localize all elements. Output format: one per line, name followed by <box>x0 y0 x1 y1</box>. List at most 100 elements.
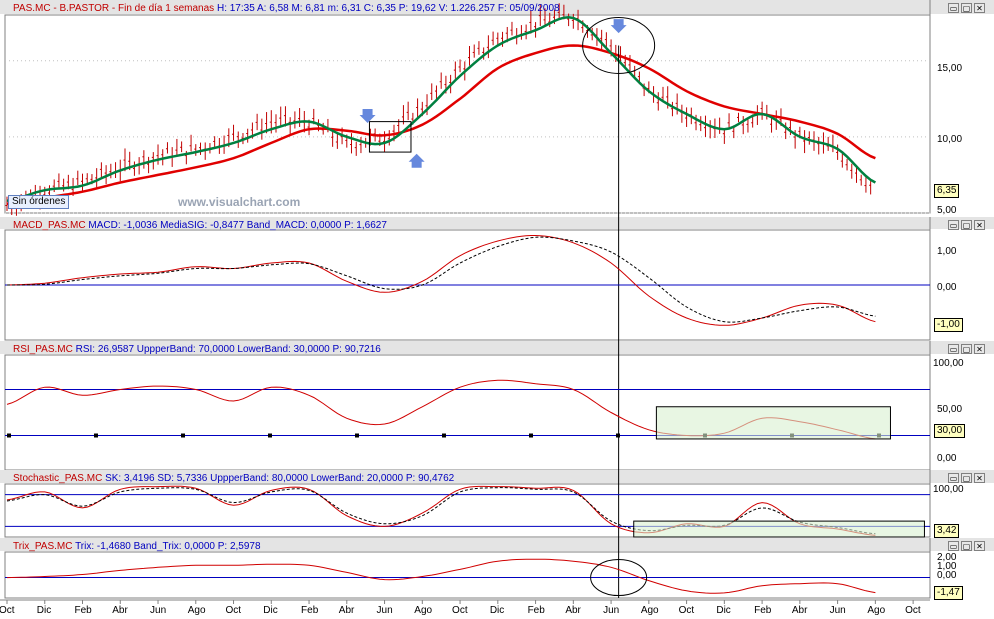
macd-values: MACD: -1,0036 MediaSIG: -0,8477 Band_MAC… <box>88 220 387 231</box>
sell-signal-arrow-icon <box>359 109 376 124</box>
stoch-values: SK: 3,4196 SD: 5,7336 UppperBand: 80,000… <box>105 473 455 484</box>
orders-status-badge[interactable]: Sin órdenes <box>8 195 70 209</box>
x-axis-label: Oct <box>905 605 921 616</box>
x-axis-label: Abr <box>338 605 355 616</box>
x-axis-label: Oct <box>0 605 15 616</box>
close-icon[interactable]: ✕ <box>974 541 985 551</box>
trix-ytick: 2,00 <box>937 552 957 563</box>
stoch-header-strip <box>0 470 994 483</box>
stoch-highlight-box <box>633 520 925 538</box>
x-axis-label: Oct <box>678 605 695 616</box>
rsi-window-controls: ▭ ▢ ✕ <box>948 344 985 354</box>
trix-ytick: 0,00 <box>937 570 957 581</box>
macd-ytick: 1,00 <box>937 246 957 257</box>
x-axis-label: Dic <box>716 605 731 616</box>
macd-macd-line <box>6 235 876 326</box>
x-axis-label: Ago <box>867 605 886 616</box>
stoch-sd-line <box>6 487 876 535</box>
trix-window-controls: ▭ ▢ ✕ <box>948 541 985 551</box>
trix-current-value: -1,47 <box>934 586 963 600</box>
x-axis-label: Oct <box>225 605 242 616</box>
price-title: PAS.MC - B.PASTOR - Fin de día 1 semanas <box>13 3 215 14</box>
x-axis-label: Dic <box>263 605 278 616</box>
x-axis-label: Dic <box>36 605 52 616</box>
close-icon[interactable]: ✕ <box>974 3 985 13</box>
x-axis-label: Feb <box>301 605 319 616</box>
trix-trix-line <box>6 558 876 594</box>
price-current-value: 6,35 <box>934 184 960 198</box>
price-consolidation-box <box>368 121 412 153</box>
x-axis-label: Ago <box>640 605 659 616</box>
macd-title: MACD_PAS.MC <box>13 220 86 231</box>
trix-header-strip <box>0 538 994 551</box>
minimize-icon[interactable]: ▭ <box>948 541 959 551</box>
price-ytick: 10,00 <box>937 134 963 145</box>
maximize-icon[interactable]: ▢ <box>961 541 972 551</box>
minimize-icon[interactable]: ▭ <box>948 344 959 354</box>
x-axis-label: Ago <box>414 605 433 616</box>
close-icon[interactable]: ✕ <box>974 220 985 230</box>
x-axis-label: Jun <box>376 605 393 616</box>
close-icon[interactable]: ✕ <box>974 344 985 354</box>
x-axis-label: Feb <box>754 605 772 616</box>
rsi-band-marker <box>268 433 272 438</box>
minimize-icon[interactable]: ▭ <box>948 473 959 483</box>
x-axis-label: Jun <box>829 605 846 616</box>
maximize-icon[interactable]: ▢ <box>961 473 972 483</box>
price-panel-header: PAS.MC - B.PASTOR - Fin de día 1 semanas… <box>13 3 560 15</box>
rsi-ytick: 100,00 <box>933 358 964 369</box>
minimize-icon[interactable]: ▭ <box>948 220 959 230</box>
stoch-ytick: 100,00 <box>933 484 964 495</box>
rsi-band-marker <box>94 433 98 438</box>
stoch-window-controls: ▭ ▢ ✕ <box>948 473 985 483</box>
x-axis-label: Abr <box>565 605 581 616</box>
price-ytick: 15,00 <box>937 63 963 74</box>
rsi-ytick: 0,00 <box>937 453 957 464</box>
price-ma-fast-line <box>6 16 877 203</box>
sell-signal-arrow-icon <box>610 19 627 34</box>
x-axis-label: Abr <box>112 605 128 616</box>
maximize-icon[interactable]: ▢ <box>961 3 972 13</box>
x-axis-label: Feb <box>74 605 92 616</box>
close-icon[interactable]: ✕ <box>974 473 985 483</box>
trix-title: Trix_PAS.MC <box>13 541 73 552</box>
rsi-band-marker <box>616 433 620 438</box>
stoch-current-value: 3,42 <box>934 524 960 538</box>
rsi-header-strip <box>0 341 994 354</box>
x-axis-label: Oct <box>452 605 468 616</box>
x-axis-label: Jun <box>603 605 620 616</box>
macd-current-value: -1,00 <box>934 318 963 332</box>
price-plot-frame <box>4 14 931 214</box>
x-axis-label: Dic <box>489 605 505 616</box>
macd-header-strip <box>0 217 994 229</box>
x-axis-label: Feb <box>527 605 545 616</box>
rsi-panel-header: RSI_PAS.MC RSI: 26,9587 UppperBand: 70,0… <box>13 344 381 356</box>
stoch-title: Stochastic_PAS.MC <box>13 473 103 484</box>
price-values: H: 17:35 A: 6,58 M: 6,81 m: 6,31 C: 6,35… <box>216 3 560 14</box>
rsi-band-marker <box>355 433 359 438</box>
stoch-panel-header: Stochastic_PAS.MC SK: 3,4196 SD: 5,7336 … <box>13 473 454 485</box>
buy-signal-arrow-icon <box>408 153 425 168</box>
trix-crossover-circle <box>590 559 648 597</box>
maximize-icon[interactable]: ▢ <box>961 220 972 230</box>
rsi-band-marker <box>442 433 446 438</box>
x-axis-label: Ago <box>187 605 206 616</box>
rsi-band-marker <box>529 433 533 438</box>
macd-window-controls: ▭ ▢ ✕ <box>948 220 985 230</box>
macd-panel-header: MACD_PAS.MC MACD: -1,0036 MediaSIG: -0,8… <box>13 220 387 232</box>
rsi-title: RSI_PAS.MC <box>13 344 73 355</box>
x-axis-label: Abr <box>791 605 808 616</box>
minimize-icon[interactable]: ▭ <box>948 3 959 13</box>
trix-ytick: 1,00 <box>937 561 957 572</box>
maximize-icon[interactable]: ▢ <box>961 344 972 354</box>
rsi-highlight-box <box>655 406 891 440</box>
rsi-values: RSI: 26,9587 UppperBand: 70,0000 LowerBa… <box>75 344 381 355</box>
macd-ytick: 0,00 <box>937 282 957 293</box>
rsi-band-marker <box>7 433 11 438</box>
trix-panel-header: Trix_PAS.MC Trix: -1,4680 Band_Trix: 0,0… <box>13 541 261 553</box>
trix-plot-frame <box>4 551 931 599</box>
price-ma-slow-line <box>6 44 876 206</box>
watermark: www.visualchart.com <box>178 195 301 209</box>
price-window-controls: ▭ ▢ ✕ <box>948 3 985 13</box>
price-ytick: 5,00 <box>937 205 957 216</box>
